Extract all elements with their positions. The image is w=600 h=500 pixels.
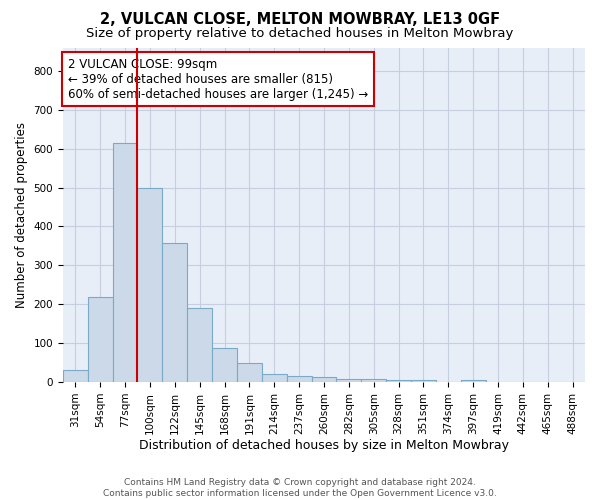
Bar bbox=[212, 348, 237, 382]
Text: Contains HM Land Registry data © Crown copyright and database right 2024.
Contai: Contains HM Land Registry data © Crown c… bbox=[103, 478, 497, 498]
Bar bbox=[337, 380, 361, 382]
Bar bbox=[262, 374, 287, 382]
Bar bbox=[163, 243, 187, 382]
Bar bbox=[63, 370, 88, 382]
Text: Size of property relative to detached houses in Melton Mowbray: Size of property relative to detached ho… bbox=[86, 28, 514, 40]
Bar bbox=[311, 378, 337, 382]
Text: 2 VULCAN CLOSE: 99sqm
← 39% of detached houses are smaller (815)
60% of semi-det: 2 VULCAN CLOSE: 99sqm ← 39% of detached … bbox=[68, 58, 368, 100]
Bar bbox=[187, 308, 212, 382]
Bar bbox=[137, 188, 163, 382]
Text: 2, VULCAN CLOSE, MELTON MOWBRAY, LE13 0GF: 2, VULCAN CLOSE, MELTON MOWBRAY, LE13 0G… bbox=[100, 12, 500, 28]
Bar bbox=[411, 380, 436, 382]
Bar bbox=[237, 362, 262, 382]
Bar bbox=[287, 376, 311, 382]
Y-axis label: Number of detached properties: Number of detached properties bbox=[15, 122, 28, 308]
Bar bbox=[361, 380, 386, 382]
Bar bbox=[113, 143, 137, 382]
Bar bbox=[88, 296, 113, 382]
X-axis label: Distribution of detached houses by size in Melton Mowbray: Distribution of detached houses by size … bbox=[139, 440, 509, 452]
Bar bbox=[386, 380, 411, 382]
Bar bbox=[461, 380, 485, 382]
